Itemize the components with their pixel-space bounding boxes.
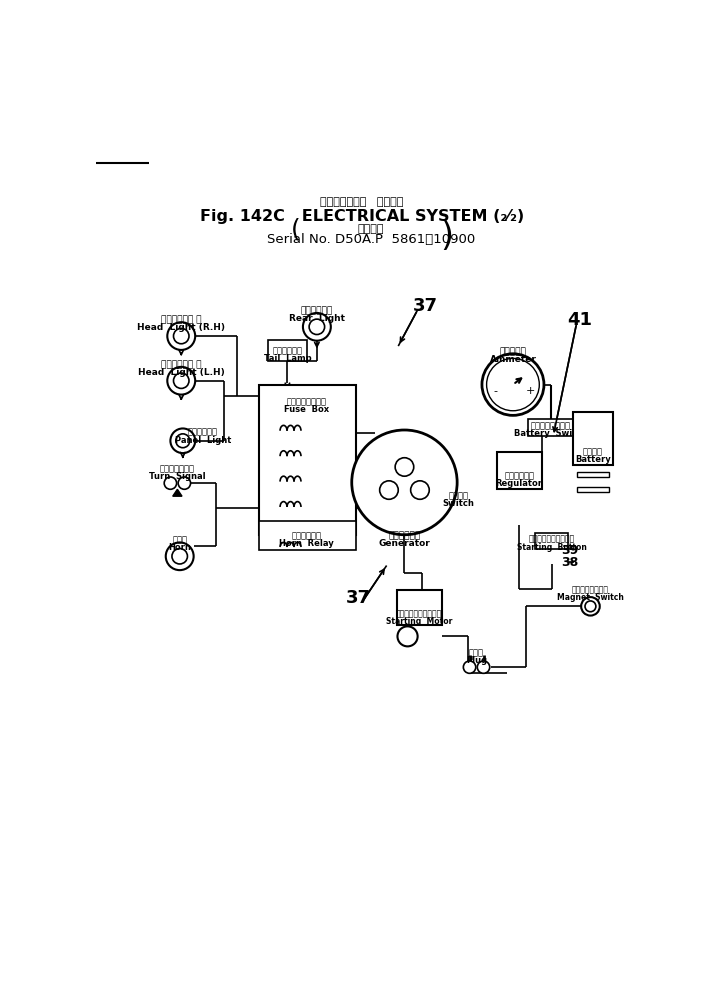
Text: (: ( (291, 217, 301, 241)
Text: 適用号機: 適用号機 (358, 224, 384, 234)
Text: Tail  Lamp: Tail Lamp (263, 354, 311, 363)
Polygon shape (173, 490, 182, 496)
Bar (535, 533, 568, 549)
Text: Magnet  Switch: Magnet Switch (557, 593, 624, 602)
Bar (577, 487, 609, 493)
Text: 38: 38 (562, 556, 579, 569)
Circle shape (309, 319, 325, 335)
Text: 37: 37 (345, 589, 371, 606)
Text: Head  Light (L.H): Head Light (L.H) (138, 368, 225, 377)
Text: 39: 39 (562, 544, 579, 557)
Text: Regulator: Regulator (496, 480, 543, 489)
Circle shape (581, 598, 600, 615)
Text: バッテリ: バッテリ (582, 447, 603, 456)
Text: Generator: Generator (378, 539, 431, 548)
Circle shape (411, 481, 429, 499)
Text: ): ) (441, 220, 453, 254)
Circle shape (585, 601, 596, 611)
Text: ヘッドライト 右: ヘッドライト 右 (161, 315, 201, 324)
Bar (497, 452, 542, 489)
Bar (259, 385, 356, 535)
Text: Horn  Relay: Horn Relay (280, 539, 334, 548)
Text: Switch: Switch (443, 499, 474, 508)
Text: ホーンリレー: ホーンリレー (292, 531, 322, 540)
Text: Starting  Button: Starting Button (517, 542, 587, 552)
Text: Battery  Switch: Battery Switch (514, 428, 587, 438)
Text: Fig. 142C   ELECTRICAL SYSTEM (₂⁄₂): Fig. 142C ELECTRICAL SYSTEM (₂⁄₂) (200, 209, 524, 224)
Text: Turn  Signal: Turn Signal (149, 473, 205, 482)
Circle shape (170, 428, 195, 453)
Text: Starting  Motor: Starting Motor (386, 617, 453, 626)
Text: ジェネレータ: ジェネレータ (388, 532, 421, 541)
Circle shape (174, 328, 189, 344)
Circle shape (352, 430, 457, 535)
Text: ヘッドライト 左: ヘッドライト 左 (161, 360, 201, 369)
Text: ターンシグナル: ターンシグナル (160, 465, 195, 474)
Circle shape (395, 458, 414, 477)
Text: パネルライト: パネルライト (188, 428, 218, 437)
Text: エレクトリカル   ジステム: エレクトリカル ジステム (320, 197, 404, 207)
Text: リャーライト: リャーライト (301, 306, 333, 315)
Bar (527, 419, 574, 436)
Text: スイッチ: スイッチ (449, 492, 469, 500)
Text: Ammeter: Ammeter (489, 355, 537, 364)
Text: +: + (525, 385, 534, 395)
Text: Battery: Battery (575, 455, 611, 464)
Text: マグネトスイッチ: マグネトスイッチ (572, 585, 609, 594)
Text: ヒューズボックス: ヒューズボックス (287, 397, 327, 406)
Text: バッテリスイッチ: バッテリスイッチ (531, 421, 571, 430)
Text: テールランプ: テールランプ (273, 346, 302, 355)
Circle shape (166, 542, 193, 570)
Text: スターティングボタン: スターティングボタン (529, 535, 575, 544)
Text: Serial No. D50A.P  5861～10900: Serial No. D50A.P 5861～10900 (267, 233, 475, 247)
Circle shape (303, 313, 331, 341)
Text: Head  Light (R.H): Head Light (R.H) (137, 323, 225, 332)
Circle shape (463, 661, 476, 673)
Circle shape (178, 477, 191, 490)
Text: -: - (494, 385, 498, 395)
Circle shape (164, 477, 176, 490)
Bar (577, 472, 609, 477)
Circle shape (397, 626, 418, 646)
Circle shape (176, 434, 190, 448)
Text: 37: 37 (413, 297, 438, 315)
Text: スターティングモータ: スターティングモータ (396, 609, 442, 618)
Bar (268, 340, 307, 362)
Circle shape (482, 354, 544, 415)
Text: 41: 41 (567, 311, 592, 329)
Bar (573, 411, 613, 466)
Text: プラグ: プラグ (469, 648, 484, 657)
Circle shape (174, 373, 189, 388)
Text: Fuse  Box: Fuse Box (285, 405, 330, 414)
Text: Panel  Light: Panel Light (175, 435, 231, 445)
Text: Plug: Plug (466, 656, 487, 665)
Circle shape (380, 481, 398, 499)
Text: ホーン: ホーン (172, 535, 187, 545)
Circle shape (167, 322, 195, 350)
Bar (397, 591, 442, 624)
Text: アンメータ: アンメータ (500, 347, 527, 356)
Text: Horn: Horn (168, 543, 191, 552)
Text: レギュレータ: レギュレータ (504, 472, 534, 481)
Bar (259, 521, 356, 550)
Text: Rear  Light: Rear Light (289, 314, 345, 323)
Circle shape (167, 367, 195, 394)
Circle shape (477, 661, 490, 673)
Circle shape (172, 549, 188, 564)
Circle shape (486, 359, 539, 410)
